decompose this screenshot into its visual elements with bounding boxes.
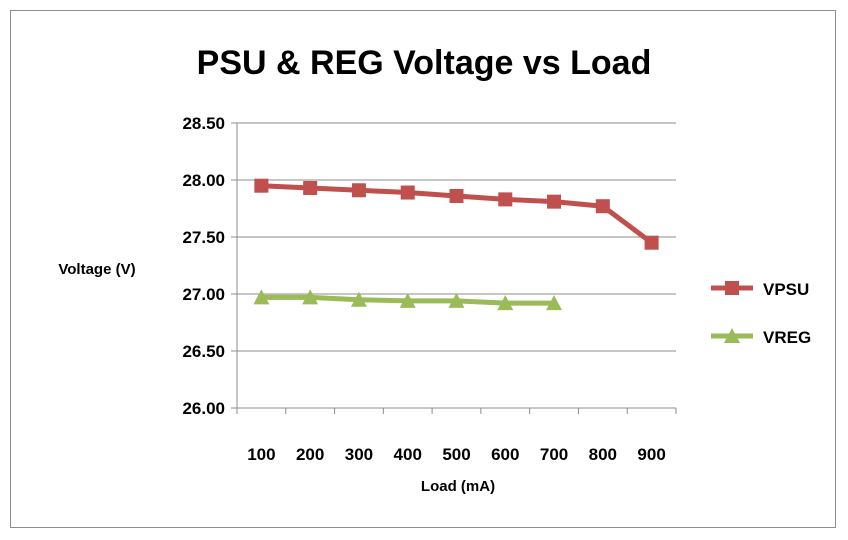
x-tick-label: 900 — [637, 445, 665, 464]
y-tick-label: 27.50 — [182, 228, 225, 247]
x-tick-label: 200 — [296, 445, 324, 464]
x-tick-label: 100 — [247, 445, 275, 464]
data-point-vpsu — [498, 192, 513, 207]
legend-marker-vreg — [724, 328, 740, 343]
data-point-vreg — [399, 292, 416, 308]
x-tick-label: 800 — [589, 445, 617, 464]
data-point-vreg — [302, 289, 319, 305]
legend: VPSU VREG — [711, 280, 811, 347]
legend-label-vreg: VREG — [763, 328, 811, 347]
axes — [231, 122, 677, 414]
data-point-vpsu — [400, 185, 415, 200]
data-point-vpsu — [595, 199, 610, 214]
tick-labels: 26.00 26.50 27.00 27.50 28.00 28.50 100 200 300 4… — [182, 114, 665, 464]
data-point-vpsu — [547, 194, 562, 209]
legend-label-vpsu: VPSU — [763, 280, 809, 299]
gridlines — [237, 122, 676, 352]
chart-frame: PSU & REG Voltage vs Load 26.00 26.50 27.0… — [10, 10, 836, 528]
y-tick-label: 26.00 — [182, 399, 225, 418]
legend-marker-vpsu — [725, 281, 739, 295]
x-tick-label: 700 — [540, 445, 568, 464]
data-point-vpsu — [351, 183, 366, 198]
data-point-vreg — [350, 291, 367, 307]
data-point-vreg — [497, 295, 514, 311]
y-tick-label: 28.00 — [182, 171, 225, 190]
x-tick-label: 400 — [394, 445, 422, 464]
y-tick-label: 27.00 — [182, 285, 225, 304]
line-chart: PSU & REG Voltage vs Load 26.00 26.50 27.0… — [58, 44, 811, 495]
data-point-vpsu — [644, 235, 659, 250]
y-tick-label: 26.50 — [182, 342, 225, 361]
x-tick-label: 300 — [345, 445, 373, 464]
data-point-vpsu — [303, 180, 318, 195]
series-lines — [253, 178, 659, 311]
data-point-vreg — [546, 295, 563, 311]
data-point-vreg — [448, 292, 465, 308]
x-axis-label: Load (mA) — [421, 478, 495, 495]
x-tick-label: 600 — [491, 445, 519, 464]
data-point-vpsu — [254, 178, 269, 193]
chart-title: PSU & REG Voltage vs Load — [197, 44, 652, 82]
y-tick-label: 28.50 — [182, 114, 225, 133]
y-axis-label: Voltage (V) — [58, 261, 135, 278]
x-tick-label: 500 — [442, 445, 470, 464]
data-point-vpsu — [449, 188, 464, 203]
data-point-vreg — [253, 289, 270, 305]
